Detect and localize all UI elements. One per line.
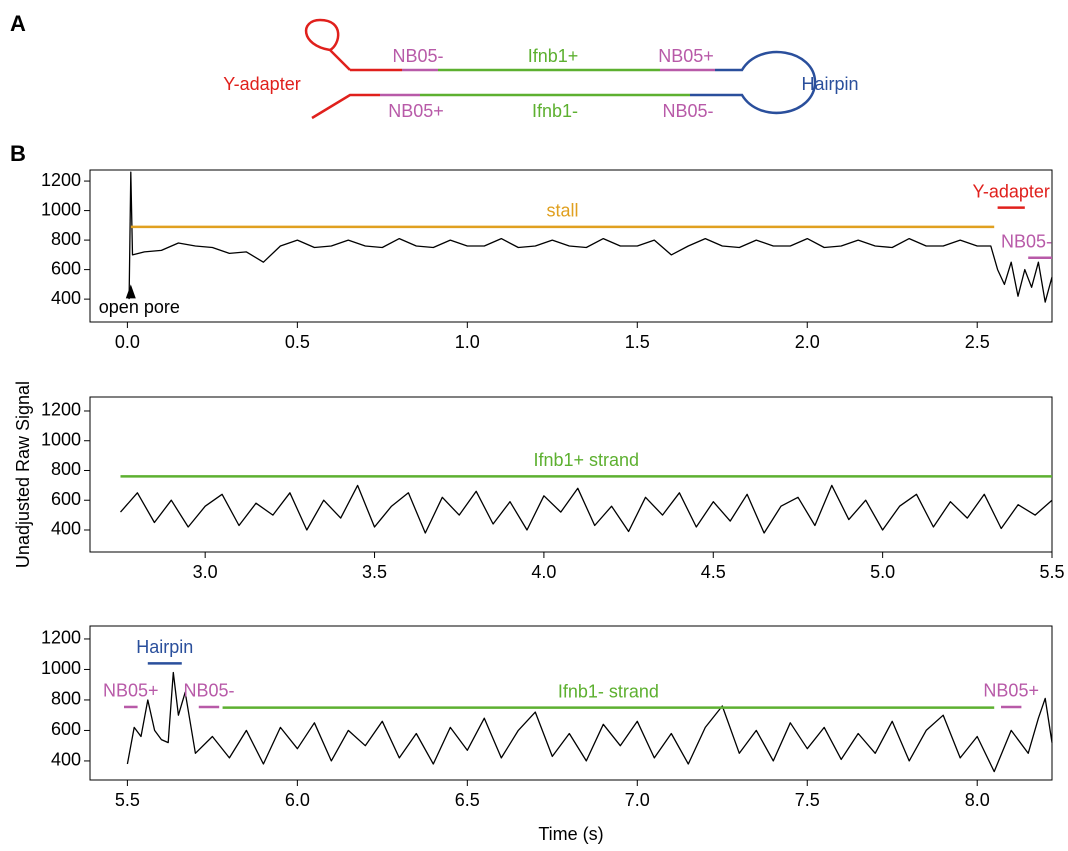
segment-label: Ifnb1- strand: [558, 681, 659, 701]
x-tick-label: 5.5: [1039, 562, 1064, 582]
y-tick-label: 400: [51, 288, 81, 308]
y-tick-label: 1200: [41, 628, 81, 648]
x-tick-label: 1.5: [625, 332, 650, 352]
y-tick-label: 600: [51, 258, 81, 278]
y-tick-label: 800: [51, 459, 81, 479]
segment-label: Hairpin: [136, 637, 193, 657]
segment-label: stall: [546, 201, 578, 221]
segment-label: Y-adapter: [973, 181, 1050, 201]
y-tick-label: 800: [51, 689, 81, 709]
segment-label: NB05-: [183, 681, 234, 701]
panel-label: A: [10, 11, 26, 36]
x-tick-label: 2.5: [965, 332, 990, 352]
y-tick-label: 1000: [41, 429, 81, 449]
x-tick-label: 4.5: [701, 562, 726, 582]
diagram-label: NB05+: [658, 46, 714, 66]
hairpin: [690, 50, 817, 115]
pointer-arrow: [125, 284, 136, 299]
x-tick-label: 6.5: [455, 790, 480, 810]
x-tick-label: 4.0: [531, 562, 556, 582]
x-tick-label: 2.0: [795, 332, 820, 352]
segment-label: NB05+: [103, 681, 159, 701]
x-tick-label: 5.0: [870, 562, 895, 582]
y-tick-label: 1200: [41, 400, 81, 420]
x-tick-label: 7.5: [795, 790, 820, 810]
segment-label: NB05-: [1001, 232, 1052, 252]
adapter-loop: [304, 18, 351, 71]
diagram-label: NB05+: [388, 101, 444, 121]
diagram-label: NB05-: [662, 101, 713, 121]
plot-frame: [89, 625, 1053, 781]
x-tick-label: 5.5: [115, 790, 140, 810]
y-tick-label: 1200: [41, 170, 81, 190]
signal-trace: [128, 171, 1053, 303]
x-tick-label: 0.5: [285, 332, 310, 352]
segment-label: Ifnb1+ strand: [533, 450, 639, 470]
x-tick-label: 1.0: [455, 332, 480, 352]
x-tick-label: 3.5: [362, 562, 387, 582]
y-tick-label: 800: [51, 229, 81, 249]
y-tick-label: 600: [51, 489, 81, 509]
x-tick-label: 8.0: [965, 790, 990, 810]
panel-label: B: [10, 141, 26, 166]
segment-label: NB05+: [983, 681, 1039, 701]
diagram: Y-adapter NB05- Ifnb1+ NB05+ Hairpin NB0…: [223, 18, 859, 121]
x-axis-title: Time (s): [538, 824, 603, 844]
adapter-bottom: [311, 93, 380, 120]
diagram-label: NB05-: [392, 46, 443, 66]
x-tick-label: 0.0: [115, 332, 140, 352]
y-axis-title: Unadjusted Raw Signal: [13, 381, 33, 568]
y-tick-label: 400: [51, 519, 81, 539]
diagram-label: Y-adapter: [223, 74, 300, 94]
signal-trace: [126, 671, 1053, 773]
plot-frame: [89, 169, 1053, 323]
diagram-label: Hairpin: [801, 74, 858, 94]
y-tick-label: 400: [51, 750, 81, 770]
pointer-label: open pore: [99, 297, 180, 317]
x-tick-label: 3.0: [193, 562, 218, 582]
y-tick-label: 600: [51, 719, 81, 739]
y-tick-label: 1000: [41, 199, 81, 219]
plot-frame: [89, 396, 1053, 553]
signal-trace: [120, 484, 1053, 534]
diagram-label: Ifnb1-: [532, 101, 578, 121]
y-tick-label: 1000: [41, 658, 81, 678]
diagram-label: Ifnb1+: [528, 46, 579, 66]
x-tick-label: 6.0: [285, 790, 310, 810]
x-tick-label: 7.0: [625, 790, 650, 810]
